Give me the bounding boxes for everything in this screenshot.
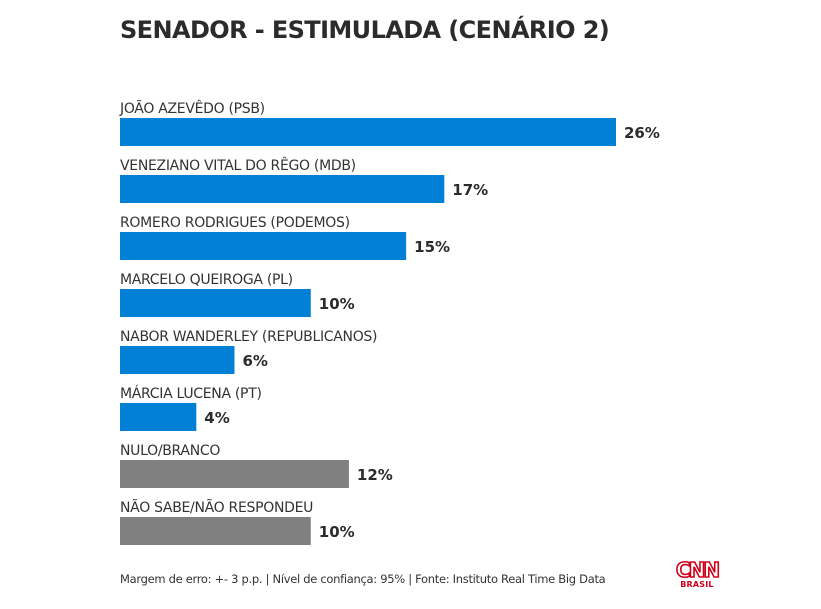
category-label: NULO/BRANCO [120,443,220,459]
footer-source-note: Margem de erro: +- 3 p.p. | Nível de con… [120,572,606,586]
value-label: 6% [242,352,267,370]
bar-group: MARCELO QUEIROGA (PL) 10% [120,272,355,317]
brasil-logo-text: BRASIL [680,580,714,589]
category-label: MÁRCIA LUCENA (PT) [120,385,262,402]
value-label: 17% [452,181,488,199]
value-label: 10% [319,523,355,541]
bar [120,460,349,488]
value-label: 26% [624,124,660,142]
bar-group: JOÃO AZEVÊDO (PSB) 26% [119,99,660,146]
bar-group: ROMERO RODRIGUES (PODEMOS) 15% [120,215,450,260]
bar [120,289,311,317]
bar-group: NÃO SABE/NÃO RESPONDEU 10% [120,499,355,545]
bar [120,403,197,431]
category-label: NABOR WANDERLEY (REPUBLICANOS) [120,329,377,345]
bar-group: VENEZIANO VITAL DO RÊGO (MDB) 17% [120,156,488,203]
value-label: 12% [357,466,393,484]
bar-group: NABOR WANDERLEY (REPUBLICANOS) 6% [120,329,377,374]
bar [120,346,235,374]
bar [120,517,311,545]
category-label: JOÃO AZEVÊDO (PSB) [119,99,265,117]
bar [120,118,616,146]
cnn-brasil-logo: CNN BRASIL [672,558,722,590]
cnn-logo-icon: CNN [675,558,721,582]
value-label: 15% [414,238,450,256]
category-label: NÃO SABE/NÃO RESPONDEU [120,499,313,516]
category-label: VENEZIANO VITAL DO RÊGO (MDB) [120,156,356,174]
value-label: 10% [319,295,355,313]
bar-chart: JOÃO AZEVÊDO (PSB) 26% VENEZIANO VITAL DO … [119,99,660,545]
chart-title: SENADOR - ESTIMULADA (CENÁRIO 2) [120,16,610,44]
category-label: ROMERO RODRIGUES (PODEMOS) [120,215,350,231]
category-label: MARCELO QUEIROGA (PL) [120,272,293,288]
bar [120,175,445,203]
value-label: 4% [204,409,229,427]
bar-group: NULO/BRANCO 12% [120,443,393,488]
bar [120,232,407,260]
bar-group: MÁRCIA LUCENA (PT) 4% [120,385,262,431]
